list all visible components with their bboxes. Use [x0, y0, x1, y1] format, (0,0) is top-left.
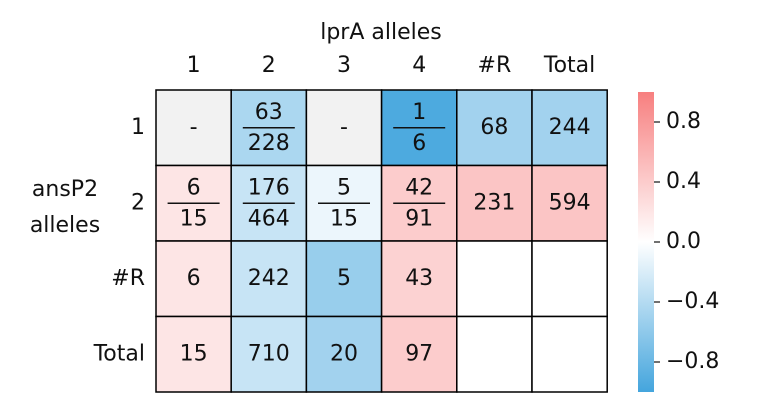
- column-label: #R: [478, 53, 512, 78]
- row-label: Total: [93, 341, 145, 366]
- heatmap-cell: [456, 240, 533, 318]
- column-label: 1: [187, 53, 201, 78]
- cell-numerator: 63: [255, 100, 283, 125]
- cell-label: 242: [248, 266, 290, 291]
- cell-label: -: [340, 115, 348, 140]
- y-axis-label: ansP2: [32, 177, 98, 202]
- heatmap-cell: [230, 240, 308, 318]
- cell-denominator: 464: [248, 206, 290, 231]
- cell-numerator: 176: [248, 175, 290, 200]
- column-label: Total: [543, 53, 595, 78]
- colorbar: [638, 92, 654, 392]
- cell-denominator: 6: [412, 131, 426, 156]
- colorbar-tick-label: −0.8: [666, 349, 719, 374]
- cell-label: 15: [180, 341, 208, 366]
- cell-label: 710: [248, 341, 290, 366]
- heatmap-cell: [531, 315, 608, 393]
- cell-denominator: 91: [405, 206, 433, 231]
- row-label: 2: [131, 190, 145, 215]
- heatmap-cell: [456, 315, 533, 393]
- cell-label: 231: [473, 190, 515, 215]
- cell-denominator: 15: [330, 206, 358, 231]
- cell-label: 594: [549, 190, 591, 215]
- cell-label: -: [190, 115, 198, 140]
- cell-label: 97: [405, 341, 433, 366]
- chart-title: lprA alleles: [320, 20, 442, 45]
- heatmap-cell: [531, 240, 608, 318]
- cell-label: 244: [549, 115, 591, 140]
- heatmap-cell: [155, 315, 232, 393]
- column-label: 2: [262, 53, 276, 78]
- column-label: 3: [337, 53, 351, 78]
- colorbar-tick-label: −0.4: [666, 289, 719, 314]
- cell-numerator: 1: [412, 100, 426, 125]
- cell-label: 5: [337, 266, 351, 291]
- cell-numerator: 42: [405, 175, 433, 200]
- row-label: 1: [131, 115, 145, 140]
- colorbar-tick-label: 0.4: [666, 169, 701, 194]
- heatmap-cell: [531, 89, 608, 167]
- heatmap-cell: [230, 315, 308, 393]
- cell-numerator: 6: [187, 175, 201, 200]
- row-label: #R: [111, 266, 145, 291]
- heatmap-cell: [155, 89, 232, 167]
- heatmap-cell: [155, 240, 232, 318]
- cell-numerator: 5: [337, 175, 351, 200]
- column-label: 4: [412, 53, 426, 78]
- cell-label: 20: [330, 341, 358, 366]
- y-axis-label: alleles: [30, 213, 100, 238]
- heatmap-cell: [531, 164, 608, 242]
- cell-label: 43: [405, 266, 433, 291]
- cell-denominator: 228: [248, 131, 290, 156]
- cell-denominator: 15: [180, 206, 208, 231]
- colorbar-tick-label: 0.8: [666, 109, 701, 134]
- cell-label: 6: [187, 266, 201, 291]
- colorbar-tick-label: 0.0: [666, 229, 701, 254]
- heatmap-cell: [456, 164, 533, 242]
- cell-label: 68: [480, 115, 508, 140]
